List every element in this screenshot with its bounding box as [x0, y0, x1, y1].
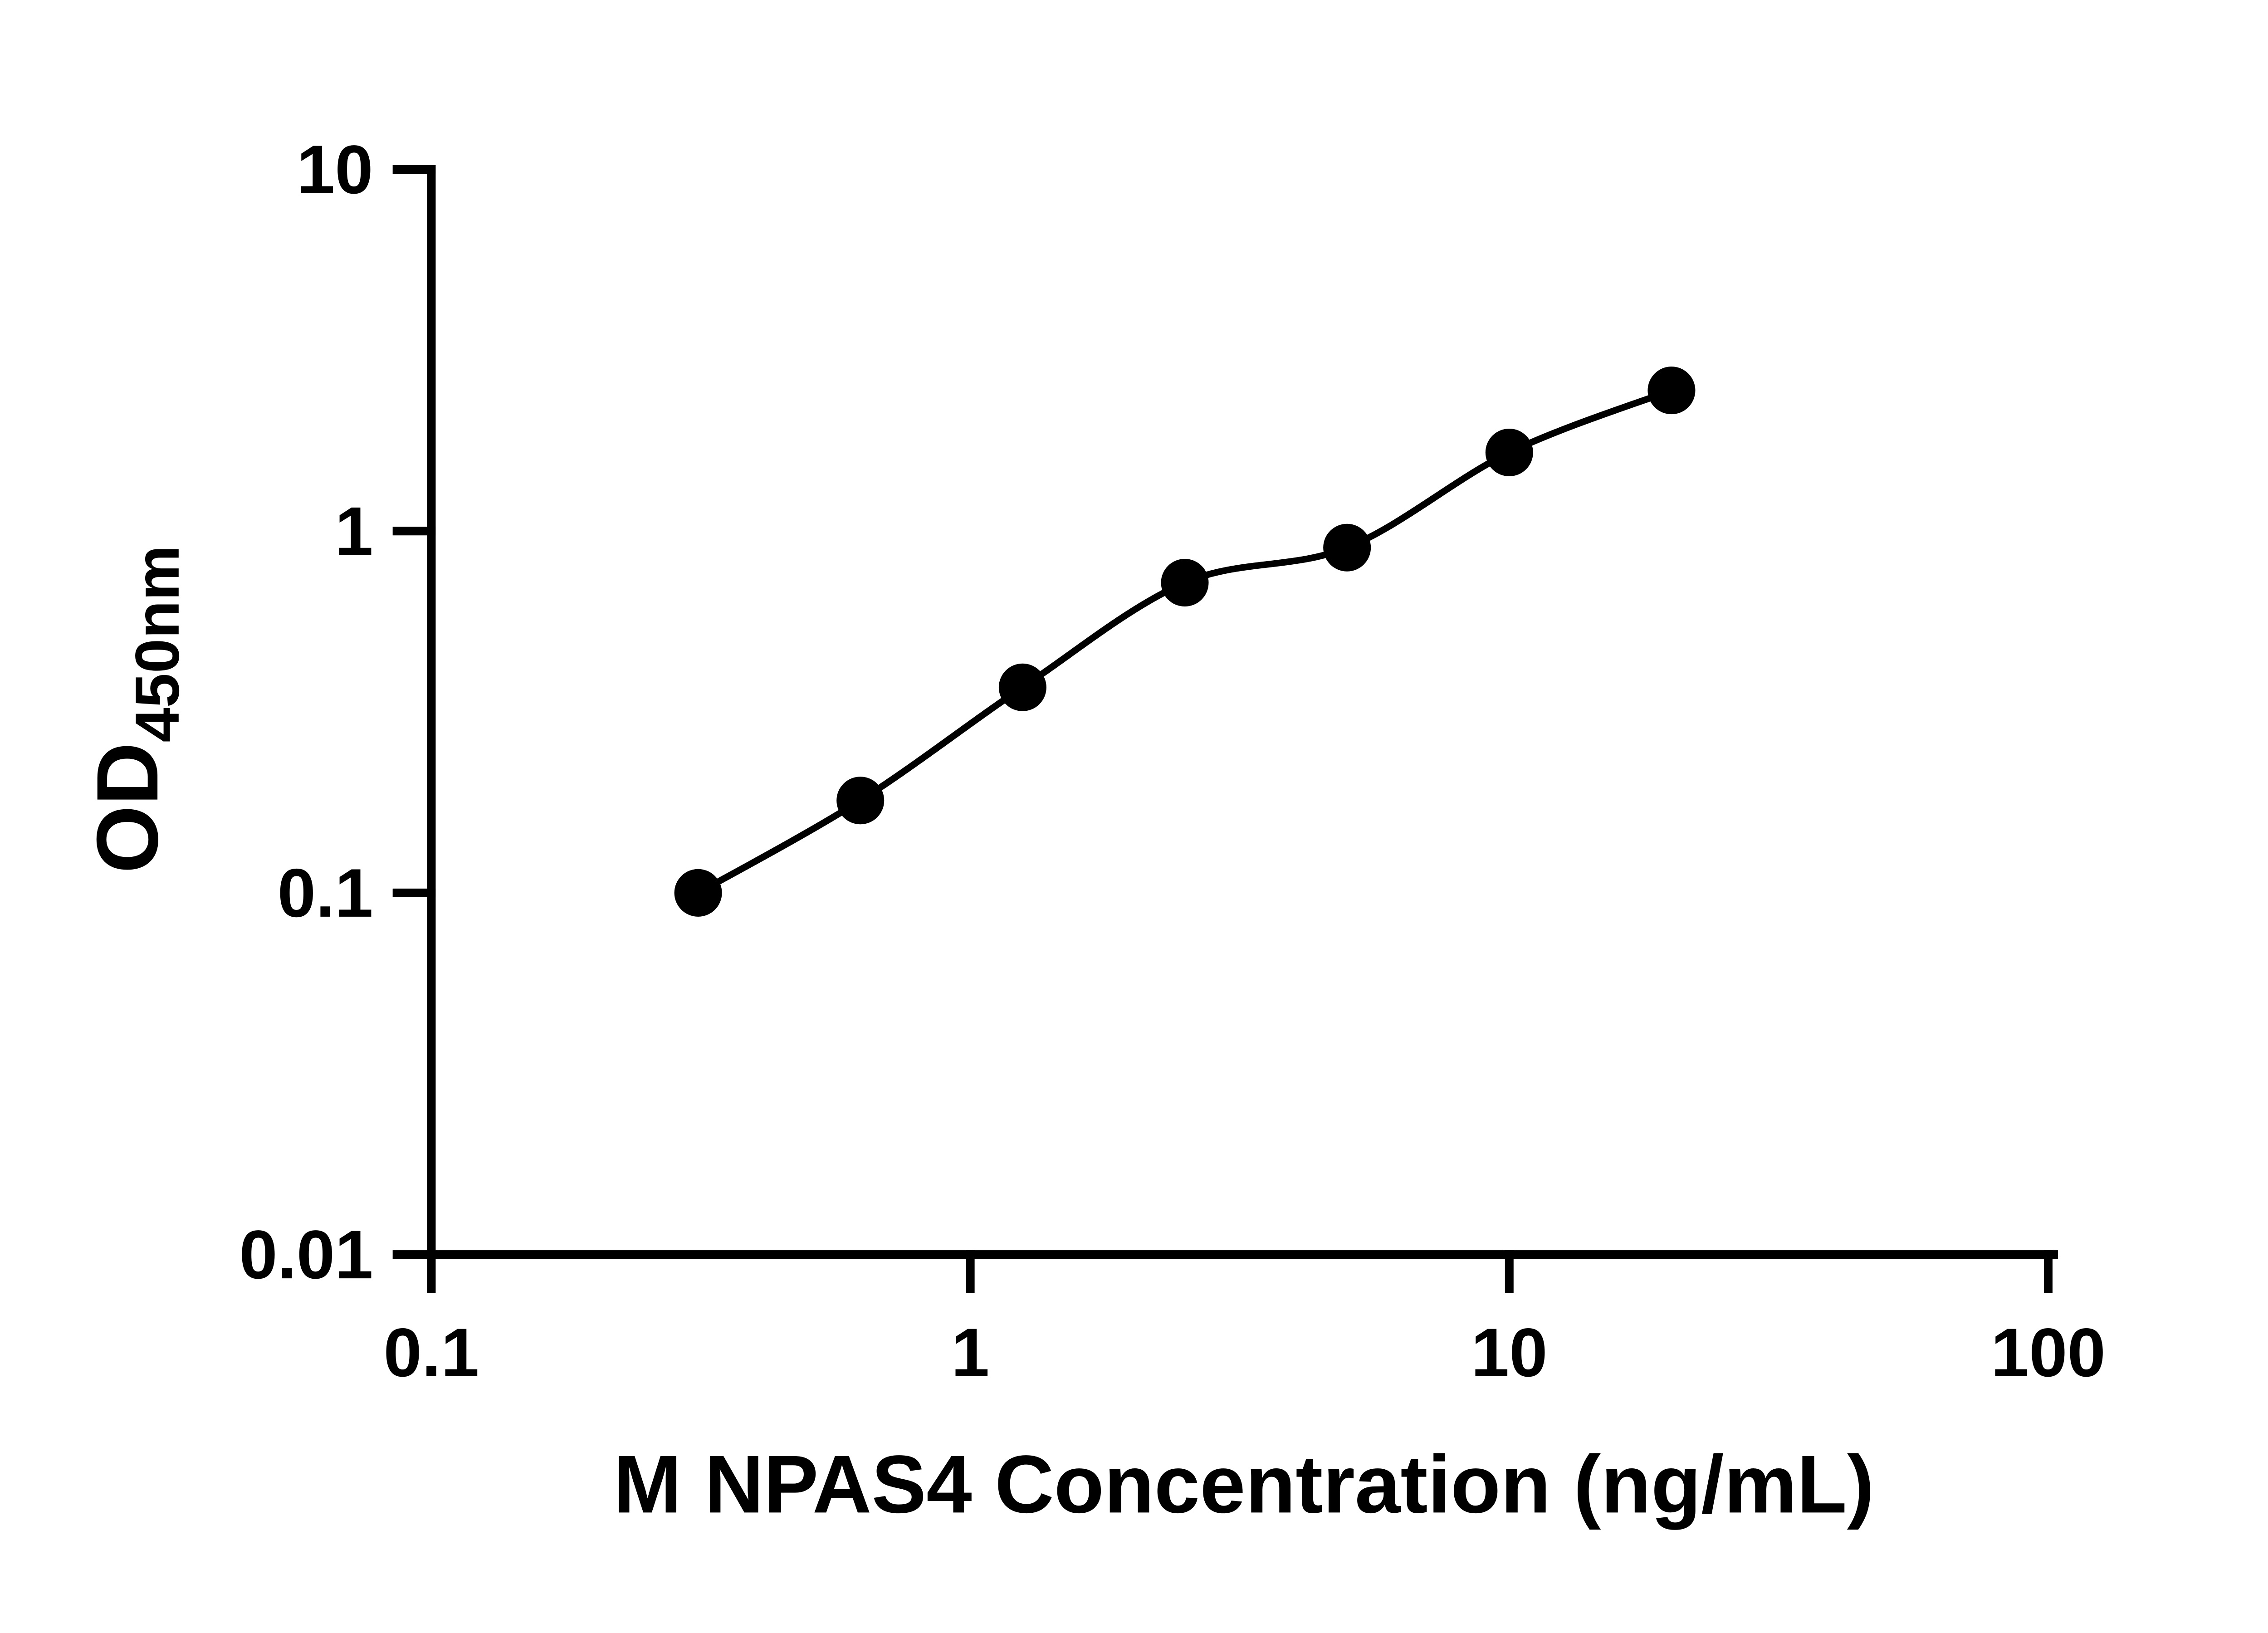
- x-tick-label: 100: [1991, 1315, 2106, 1391]
- y-tick-label: 0.01: [239, 1217, 373, 1293]
- data-point: [1647, 367, 1696, 415]
- data-point: [1161, 559, 1209, 607]
- y-axis-title-main: OD: [78, 743, 176, 874]
- data-point: [998, 663, 1046, 711]
- data-point: [674, 869, 722, 917]
- y-axis-title-sub: 450nm: [123, 545, 192, 742]
- data-point: [1485, 428, 1533, 476]
- y-tick-label: 10: [297, 132, 373, 208]
- x-axis-title: M NPAS4 Concentration (ng/mL): [613, 1438, 1874, 1530]
- x-tick-label: 1: [951, 1315, 989, 1391]
- axes: [392, 165, 2058, 1293]
- data-series: [674, 367, 1696, 917]
- x-tick-label: 10: [1471, 1315, 1548, 1391]
- y-tick-label: 1: [335, 493, 373, 570]
- y-axis-title: OD450nm: [78, 545, 192, 873]
- x-tick-label: 0.1: [384, 1315, 479, 1391]
- data-point: [836, 777, 885, 825]
- data-point: [1323, 523, 1371, 572]
- y-tick-label: 0.1: [278, 855, 373, 932]
